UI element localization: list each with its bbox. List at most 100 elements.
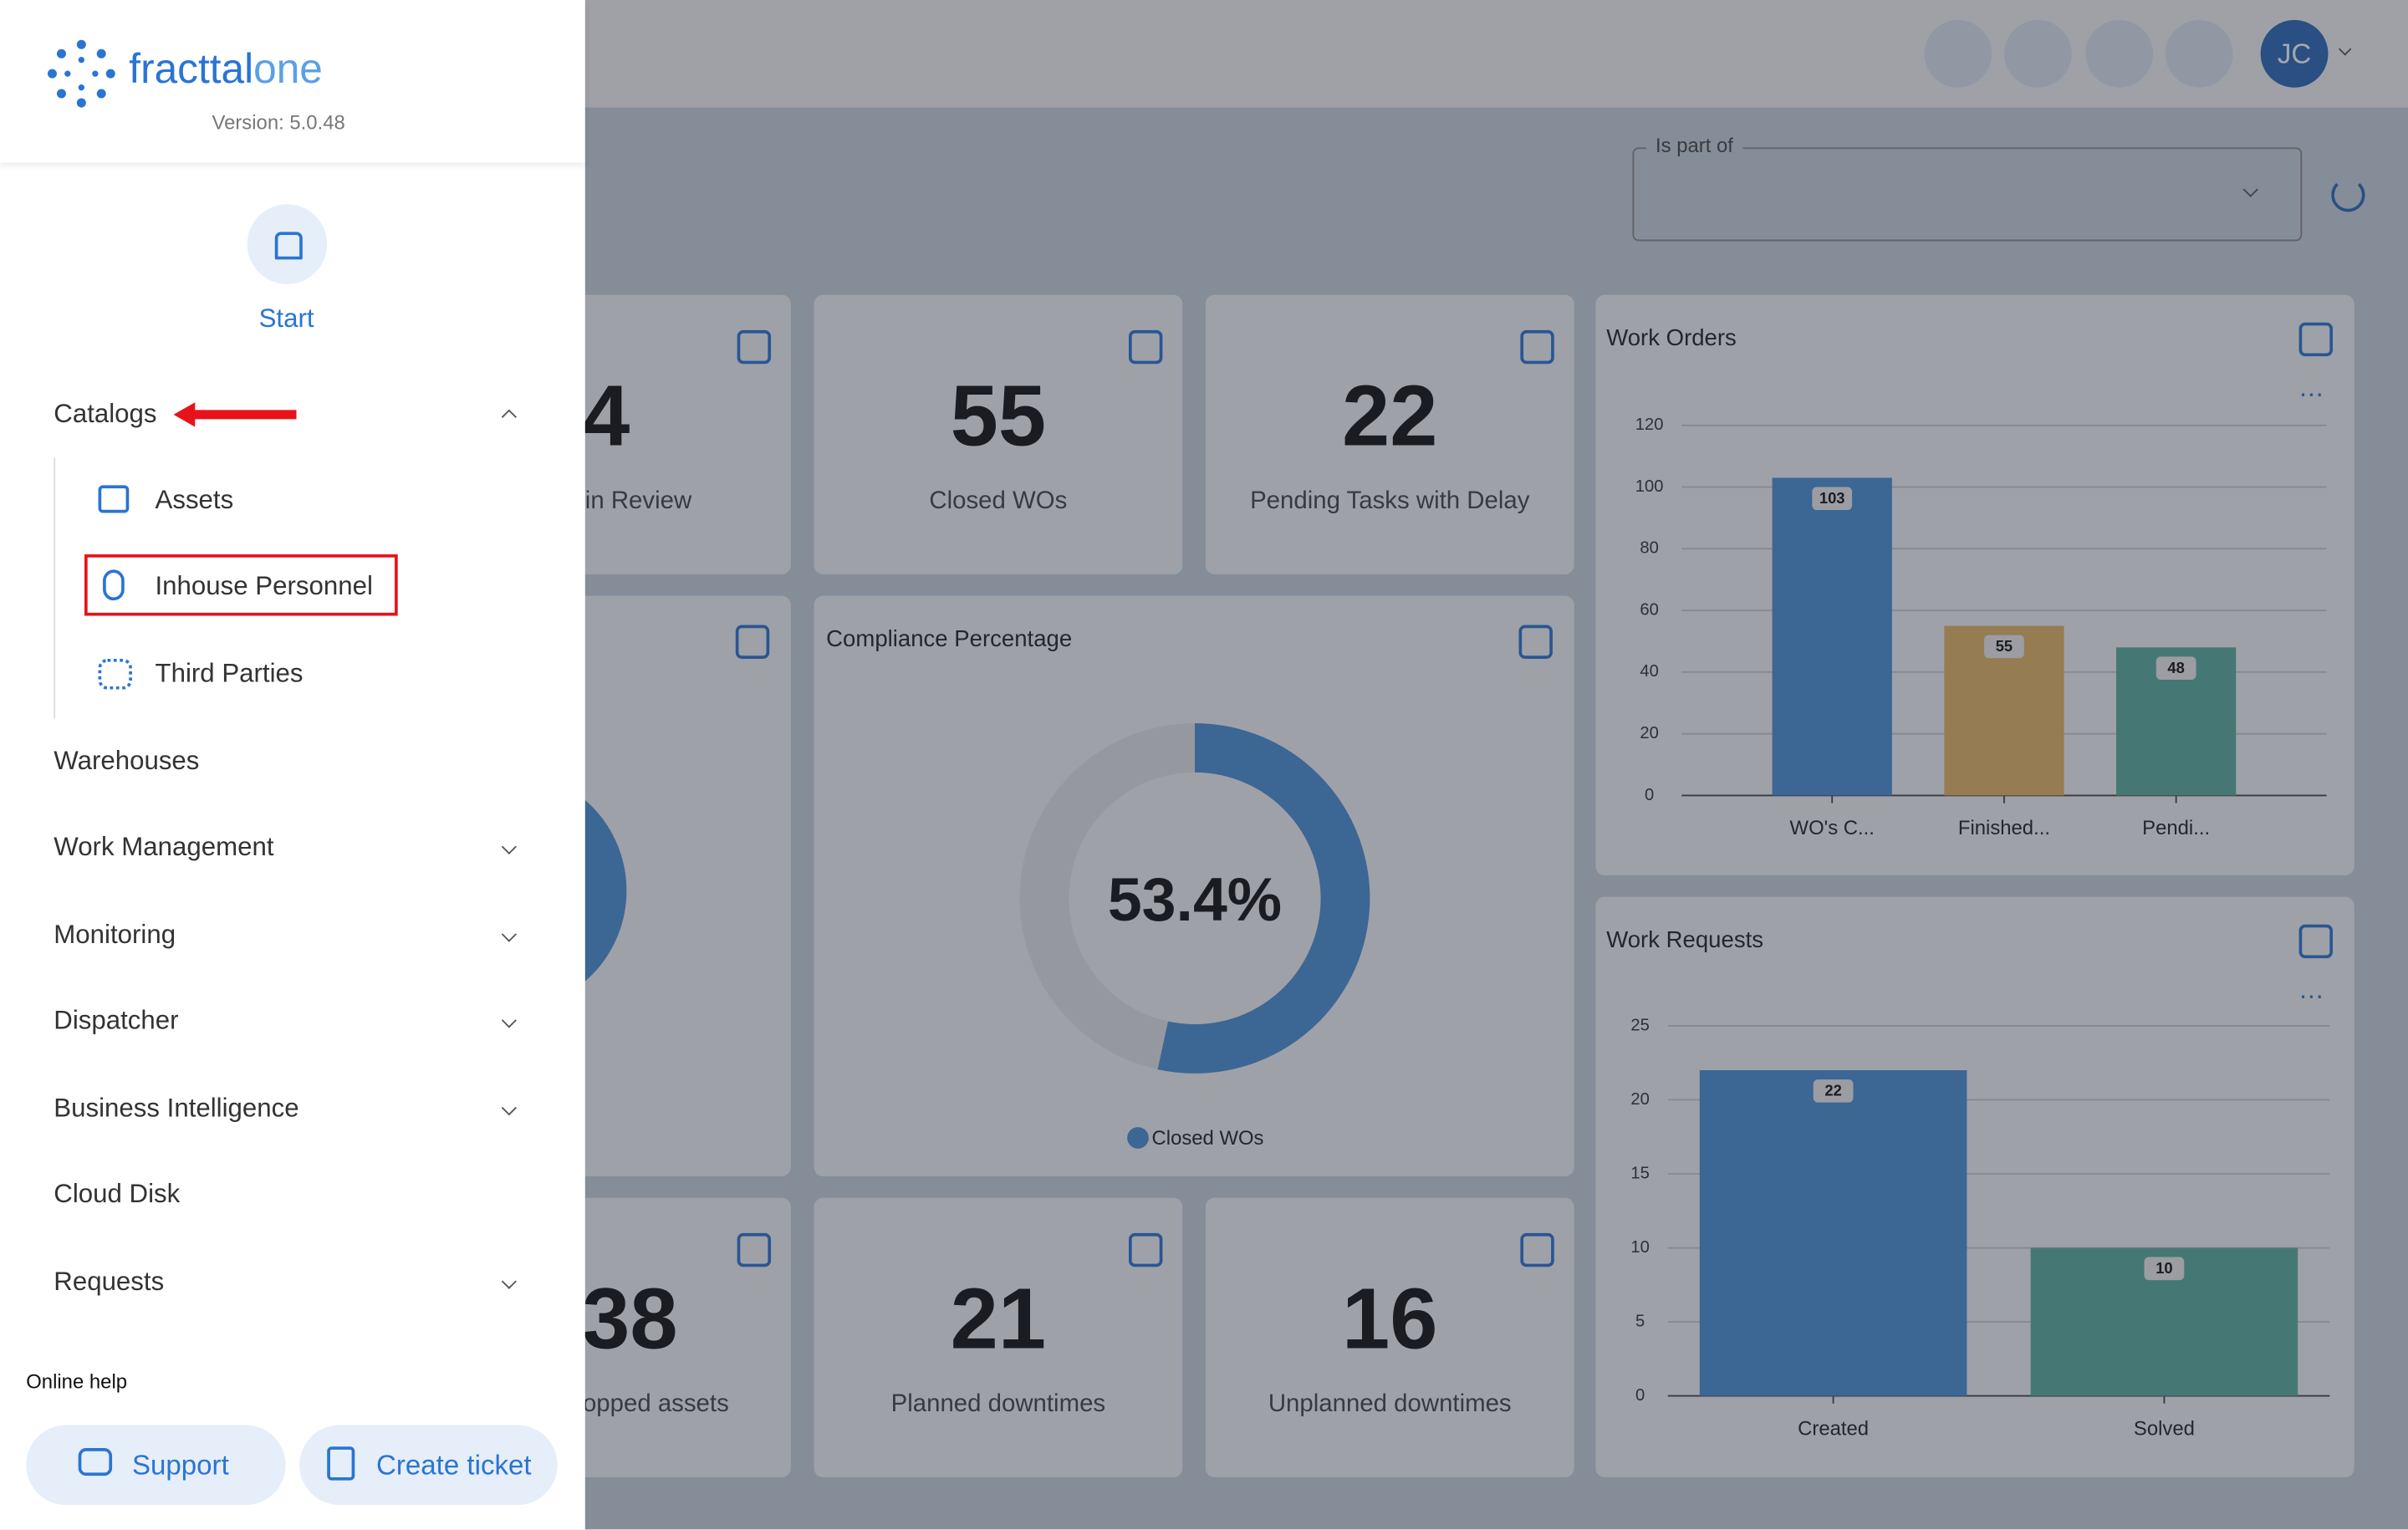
value-label-bg	[2155, 656, 2196, 680]
notifications-button[interactable]	[1924, 19, 1992, 88]
kpi-card: 55 Closed WOs	[814, 294, 1183, 574]
chevron-down	[501, 1012, 517, 1028]
kpi-value: 4	[582, 366, 630, 464]
red-arrow	[173, 402, 297, 427]
kpi-card: 21 Planned downtimes	[814, 1197, 1183, 1477]
menu-item[interactable]: Business Intelligence	[54, 1093, 299, 1123]
chart-title: Compliance Percentage	[826, 625, 1072, 651]
brand: fracttalone	[129, 46, 323, 94]
kpi-value: 16	[1342, 1269, 1438, 1367]
start-label[interactable]: Start	[258, 303, 314, 334]
menu-item[interactable]: Monitoring	[54, 920, 176, 950]
value-label: 22	[1824, 1082, 1841, 1099]
ticket-button[interactable]: Create ticket	[299, 1425, 558, 1506]
kpi-value: 55	[950, 366, 1047, 464]
chart-title: Work Requests	[1606, 926, 1763, 952]
button-label: Support	[131, 1449, 229, 1481]
value-label-bg	[1813, 1079, 1854, 1103]
bar	[1699, 1070, 1967, 1396]
chart-title: Work Orders	[1606, 324, 1737, 350]
x-tick-label: Created	[1798, 1417, 1869, 1440]
value-label: 103	[1819, 489, 1845, 507]
value-label: 10	[2155, 1259, 2172, 1277]
kpi-card: 38 topped assets	[560, 1197, 791, 1477]
y-tick-label: 80	[1640, 539, 1658, 558]
x-tick-label: Solved	[2134, 1417, 2195, 1440]
submenu-item[interactable]: Inhouse Personnel	[155, 571, 373, 601]
support-icon	[78, 1448, 113, 1476]
chat-button[interactable]	[2003, 19, 2072, 88]
menu-item[interactable]: Dispatcher	[54, 1006, 179, 1035]
y-tick-label: 60	[1640, 600, 1658, 619]
menu-item[interactable]: Catalogs	[54, 399, 157, 429]
more-menu: ⋯	[2299, 381, 2324, 409]
submenu-item[interactable]: Third Parties	[155, 658, 304, 688]
logo-mark	[47, 39, 115, 108]
donut-value: 53.4%	[1108, 864, 1282, 934]
kpi-label: Pending Tasks with Delay	[1250, 488, 1530, 515]
value-label-bg	[2144, 1257, 2185, 1281]
brand-part: one	[253, 46, 323, 93]
y-tick-label: 120	[1635, 416, 1664, 434]
tree-line	[54, 457, 56, 719]
start-button[interactable]	[247, 204, 328, 284]
avatar[interactable]: JC	[2260, 19, 2329, 88]
brand-part: fracttal	[129, 46, 254, 93]
person-icon	[103, 569, 125, 601]
chevron-up	[501, 409, 517, 425]
refresh-button[interactable]	[2331, 178, 2365, 212]
kpi-card: 22 Pending Tasks with Delay	[1205, 294, 1574, 574]
kpi-label: Planned downtimes	[890, 1391, 1106, 1418]
legend-dot	[1127, 1127, 1149, 1149]
chevron-down	[501, 839, 517, 855]
legend-label: Closed WOs	[1152, 1127, 1264, 1150]
chevron-down	[501, 1100, 517, 1116]
y-tick-label: 0	[1645, 786, 1654, 804]
sidebar: fracttalone Version: 5.0.48 Start Catalo…	[0, 0, 585, 1530]
kpi-label: topped assets	[575, 1391, 729, 1418]
help-label: Online help	[26, 1369, 128, 1393]
highlight-box	[84, 554, 398, 616]
home-icon	[274, 232, 303, 260]
y-tick-label: 15	[1630, 1164, 1649, 1182]
x-tick-label: WO's C...	[1790, 817, 1875, 839]
chart-card	[814, 595, 1574, 1176]
launch-button[interactable]	[2085, 19, 2154, 88]
support-button[interactable]: Support	[26, 1425, 286, 1506]
button-label: Create ticket	[376, 1449, 532, 1481]
x-tick-label: Finished...	[1958, 817, 2050, 839]
y-tick-label: 100	[1635, 477, 1664, 496]
x-tick-label: Pendi...	[2142, 817, 2210, 839]
y-tick-label: 5	[1635, 1312, 1645, 1330]
kpi-card: 4 in Review	[560, 294, 791, 574]
submenu-item[interactable]: Assets	[155, 485, 234, 515]
kpi-value: 22	[1342, 366, 1438, 464]
kpi-value: 21	[950, 1269, 1047, 1367]
menu-item[interactable]: Work Management	[54, 832, 274, 862]
ticket-icon	[327, 1446, 355, 1481]
group-icon	[98, 658, 132, 690]
menu-item[interactable]: Requests	[54, 1267, 165, 1297]
y-tick-label: 0	[1635, 1386, 1645, 1405]
filter-select[interactable]	[1632, 147, 2303, 242]
kpi-label: Closed WOs	[929, 488, 1068, 515]
open-icons	[735, 322, 2334, 1267]
y-tick-label: 20	[1640, 724, 1658, 742]
kpi-value: 38	[582, 1269, 678, 1367]
kpi-card: 16 Unplanned downtimes	[1205, 1197, 1574, 1477]
y-tick-label: 10	[1630, 1238, 1649, 1257]
y-tick-label: 40	[1640, 662, 1658, 681]
filter-label: Is part of	[1645, 133, 1742, 157]
kpi-label: Unplanned downtimes	[1268, 1391, 1512, 1418]
logo-area: fracttalone Version: 5.0.48	[0, 0, 585, 163]
docs-button[interactable]	[2165, 19, 2233, 88]
assets-icon	[98, 485, 130, 513]
menu-item[interactable]: Cloud Disk	[54, 1179, 181, 1209]
y-tick-label: 25	[1630, 1016, 1649, 1034]
value-label-bg	[1812, 487, 1853, 511]
menu-item[interactable]: Warehouses	[54, 746, 200, 776]
bar	[1772, 477, 1892, 796]
y-tick-label: 20	[1630, 1090, 1649, 1109]
